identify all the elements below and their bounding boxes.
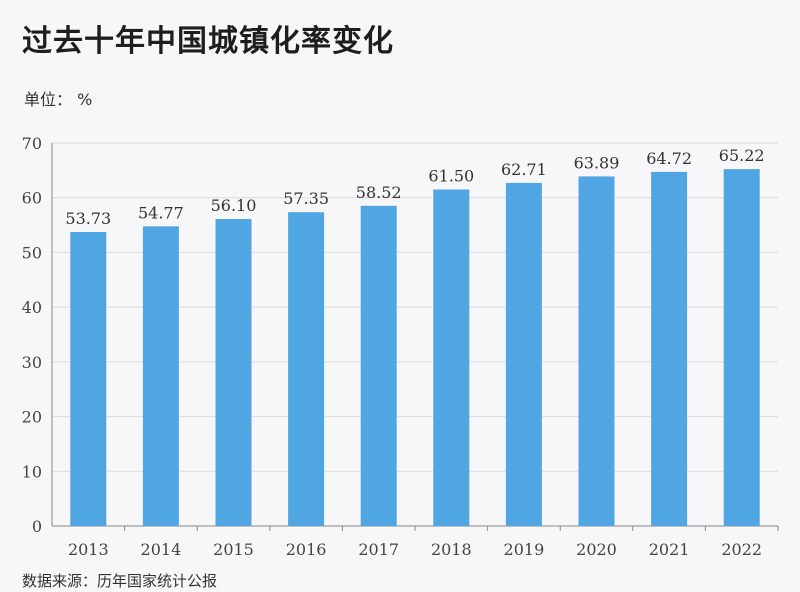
bar [288, 212, 325, 527]
data-label: 54.77 [138, 203, 184, 222]
bar [70, 232, 107, 526]
bar [578, 176, 615, 527]
y-tick-label: 60 [22, 189, 42, 208]
x-tick-label: 2020 [576, 540, 617, 559]
bar [360, 205, 397, 526]
chart-title: 过去十年中国城镇化率变化 [22, 24, 394, 59]
x-tick-label: 2022 [721, 540, 762, 559]
bar [651, 171, 688, 526]
data-label: 62.71 [501, 160, 547, 179]
bar [142, 226, 179, 526]
x-tick-label: 2016 [286, 540, 327, 559]
data-label: 56.10 [211, 196, 257, 215]
data-source: 数据来源：历年国家统计公报 [22, 572, 218, 590]
data-label: 53.73 [65, 209, 111, 228]
data-label: 61.50 [428, 167, 474, 186]
x-tick-label: 2015 [213, 540, 254, 559]
x-tick-label: 2017 [358, 540, 399, 559]
y-tick-label: 10 [22, 462, 42, 481]
y-tick-label: 50 [22, 243, 42, 262]
y-tick-label: 40 [22, 298, 42, 317]
bar [215, 219, 252, 526]
x-tick-label: 2021 [649, 540, 690, 559]
y-tick-label: 70 [22, 134, 42, 153]
x-tick-label: 2014 [141, 540, 182, 559]
x-tick-label: 2013 [68, 540, 109, 559]
bar [505, 182, 542, 526]
y-tick-label: 20 [22, 408, 42, 427]
data-label: 65.22 [719, 146, 765, 165]
data-label: 63.89 [574, 153, 620, 172]
unit-label: 单位： % [24, 90, 93, 109]
data-label: 58.52 [356, 183, 402, 202]
data-label: 64.72 [646, 149, 692, 168]
y-tick-label: 0 [32, 517, 42, 536]
y-tick-label: 30 [22, 353, 42, 372]
data-label: 57.35 [283, 189, 329, 208]
x-tick-label: 2018 [431, 540, 472, 559]
x-tick-label: 2019 [504, 540, 545, 559]
bar [723, 169, 760, 526]
bar [433, 189, 470, 526]
